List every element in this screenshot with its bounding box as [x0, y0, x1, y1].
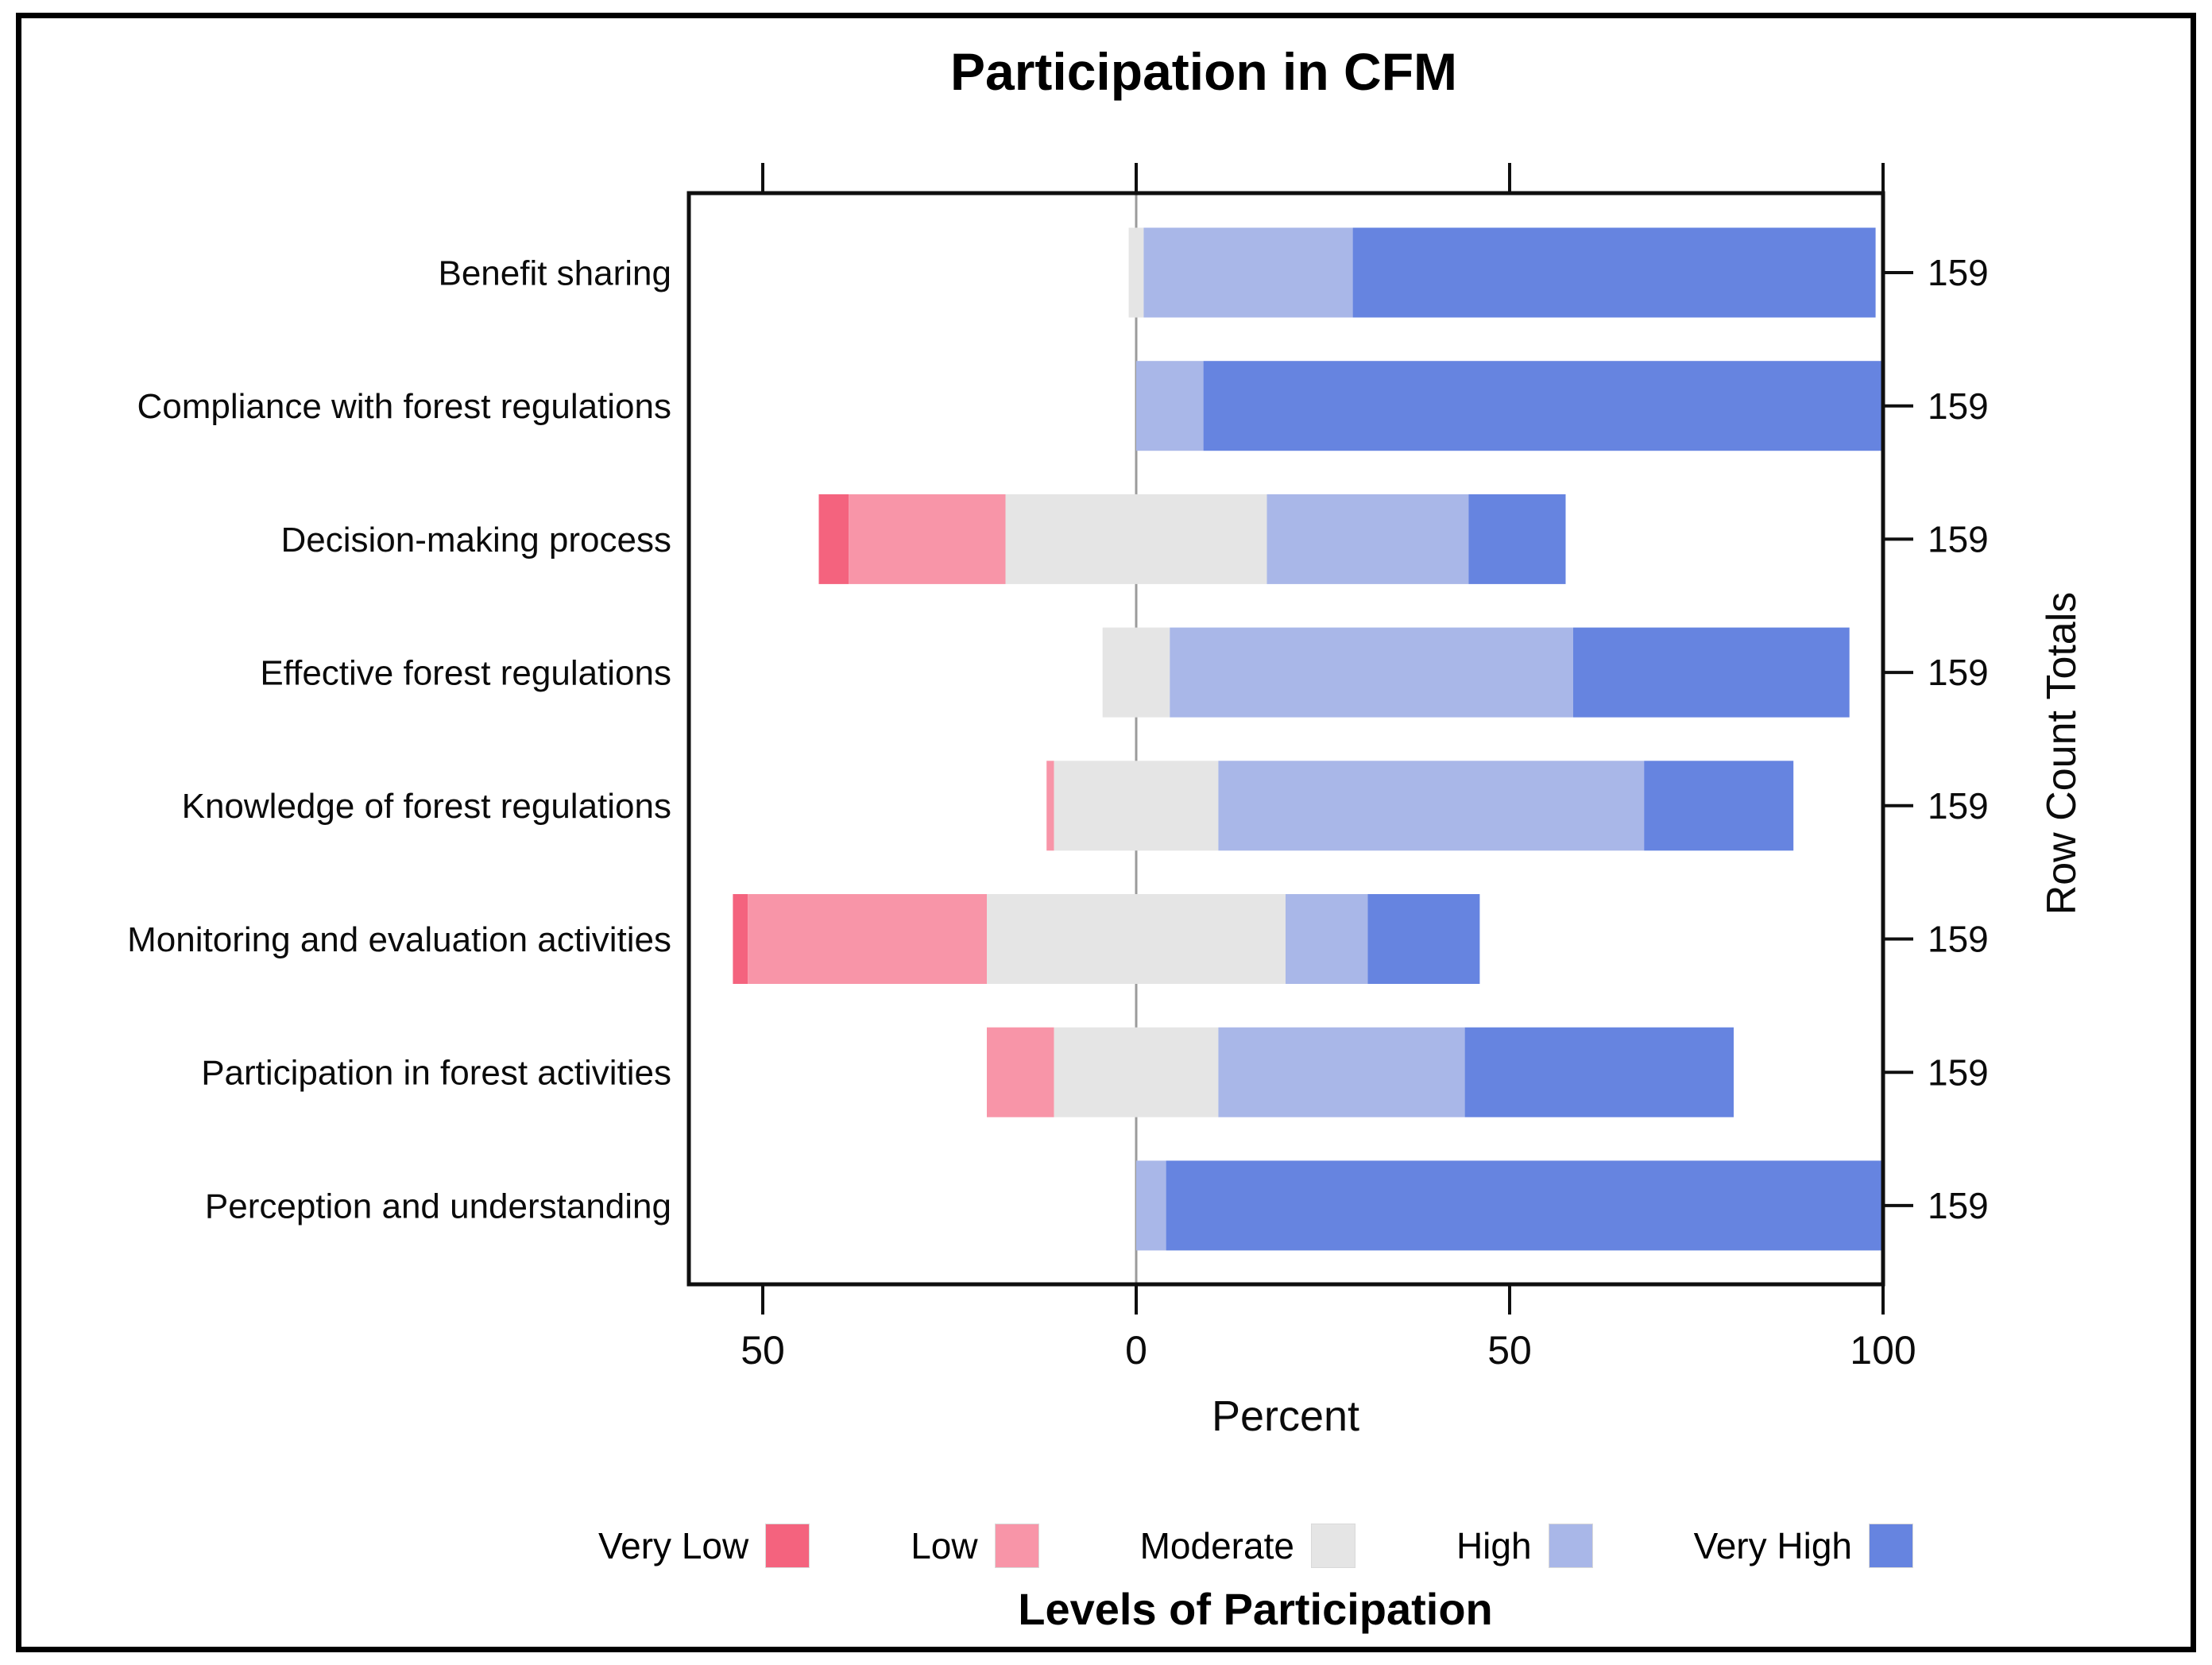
bar-segment-high: [1170, 627, 1573, 718]
bars-group: [733, 227, 1883, 1251]
row-total-label: 159: [1928, 519, 1989, 560]
right-axis-title: Row Count Totals: [2039, 592, 2085, 916]
bar-segment-moderate: [1054, 1027, 1219, 1117]
x-axis-tick-label: 0: [1125, 1328, 1147, 1373]
bar-segment-high: [1143, 227, 1353, 318]
bar-segment-very-high: [1468, 494, 1566, 584]
row-total-label: 159: [1928, 385, 1989, 427]
row-total-label: 159: [1928, 1051, 1989, 1093]
legend-swatch: [1548, 1524, 1593, 1568]
bar-segment-high: [1218, 761, 1645, 851]
legend-title: Levels of Participation: [1018, 1584, 1493, 1634]
legend-label: Very Low: [598, 1525, 749, 1566]
legend-item: High: [1456, 1524, 1593, 1568]
legend-label: Moderate: [1139, 1525, 1294, 1566]
bar-segment-moderate: [1128, 227, 1144, 318]
bar-segment-high: [1286, 894, 1368, 984]
category-label: Compliance with forest regulations: [137, 387, 671, 426]
legend-item: Very Low: [598, 1524, 810, 1568]
row-total-label: 159: [1928, 919, 1989, 960]
bar-segment-very-low: [733, 894, 748, 984]
bar-segment-moderate: [987, 894, 1286, 984]
category-label: Perception and understanding: [205, 1187, 671, 1226]
row-total-label: 159: [1928, 1185, 1989, 1226]
category-label: Effective forest regulations: [260, 654, 671, 693]
legend-swatch: [994, 1524, 1039, 1568]
bar-segment-high: [1136, 361, 1204, 451]
plot-frame: [686, 191, 1885, 1287]
bar-segment-low: [748, 894, 987, 984]
category-label: Benefit sharing: [438, 254, 671, 292]
category-label: Participation in forest activities: [201, 1054, 671, 1093]
legend-swatch: [765, 1524, 810, 1568]
row-total-label: 159: [1928, 252, 1989, 293]
bar-segment-moderate: [1102, 627, 1170, 718]
bar-segment-very-high: [1572, 627, 1850, 718]
legend-item: Very High: [1693, 1524, 1913, 1568]
row-total-label: 159: [1928, 652, 1989, 693]
legend: Very Low Low Moderate High Very High: [556, 1524, 1955, 1568]
legend-item: Low: [911, 1524, 1039, 1568]
category-label: Knowledge of forest regulations: [182, 787, 671, 826]
bar-segment-high: [1136, 1160, 1166, 1251]
row-total-label: 159: [1928, 785, 1989, 827]
bar-segment-very-low: [818, 494, 849, 584]
bar-segment-moderate: [1005, 494, 1267, 584]
bar-segment-moderate: [1054, 761, 1219, 851]
legend-swatch: [1310, 1524, 1355, 1568]
bar-segment-low: [1046, 761, 1054, 851]
bar-segment-very-high: [1464, 1027, 1734, 1117]
bar-segment-low: [849, 494, 1006, 584]
category-label: Decision-making process: [280, 521, 671, 560]
bar-segment-very-high: [1166, 1160, 1883, 1251]
x-axis-ticks-group: 50 0 50 100: [741, 163, 1916, 1373]
category-label: Monitoring and evaluation activities: [127, 920, 671, 959]
bar-segment-high: [1266, 494, 1469, 584]
chart-title: Participation in CFM: [949, 42, 1458, 101]
legend-label: High: [1456, 1525, 1532, 1566]
bar-segment-very-high: [1367, 894, 1480, 984]
legend-swatch: [1869, 1524, 1913, 1568]
x-axis-title: Percent: [1212, 1392, 1359, 1440]
bar-segment-very-high: [1203, 361, 1883, 451]
x-axis-tick-label: 100: [1850, 1328, 1916, 1373]
legend-label: Very High: [1693, 1525, 1852, 1566]
bar-segment-high: [1218, 1027, 1465, 1117]
legend-item: Moderate: [1139, 1524, 1355, 1568]
row-labels-group: Benefit sharing 159 Compliance with forest…: [127, 252, 1989, 1226]
bar-segment-very-high: [1644, 761, 1794, 851]
bar-segment-low: [987, 1027, 1054, 1117]
legend-label: Low: [911, 1525, 978, 1566]
bar-segment-very-high: [1352, 227, 1876, 318]
x-axis-tick-label: 50: [1487, 1328, 1532, 1373]
x-axis-tick-label: 50: [741, 1328, 785, 1373]
